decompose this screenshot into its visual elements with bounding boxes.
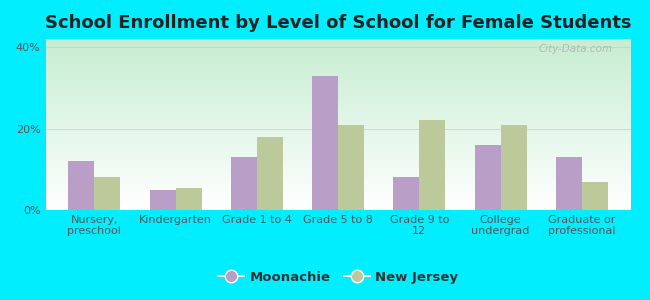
Text: City-Data.com: City-Data.com — [539, 44, 613, 54]
Bar — [474, 145, 500, 210]
Bar — [556, 157, 582, 210]
Bar — [338, 124, 364, 210]
Bar — [419, 120, 445, 210]
Bar — [176, 188, 202, 210]
Bar — [312, 76, 338, 210]
Bar — [150, 190, 176, 210]
Bar — [393, 177, 419, 210]
Bar — [68, 161, 94, 210]
Bar — [94, 177, 120, 210]
Bar — [257, 137, 283, 210]
Legend: Moonachie, New Jersey: Moonachie, New Jersey — [213, 265, 463, 289]
Bar — [582, 182, 608, 210]
Title: School Enrollment by Level of School for Female Students: School Enrollment by Level of School for… — [45, 14, 631, 32]
Bar — [231, 157, 257, 210]
Bar — [500, 124, 526, 210]
